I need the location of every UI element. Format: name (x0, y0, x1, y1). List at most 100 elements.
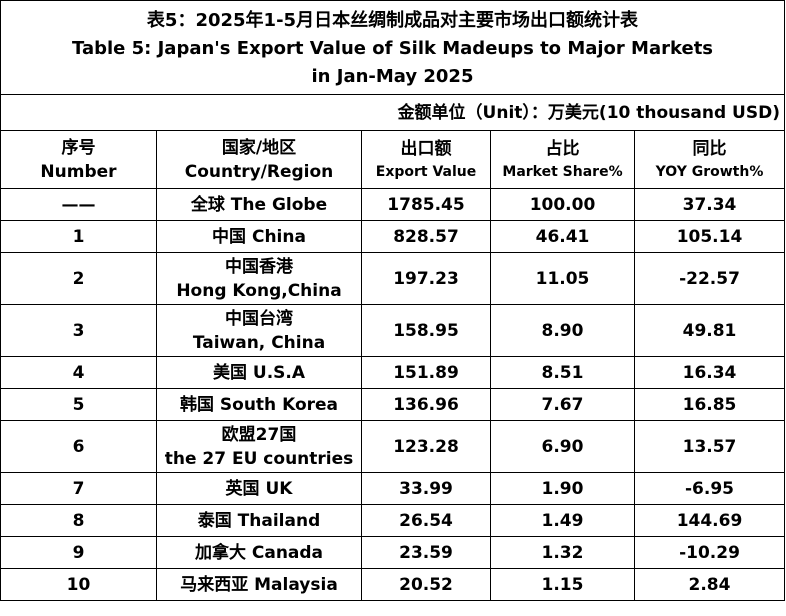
export-table: 表5：2025年1-5月日本丝绸制成品对主要市场出口额统计表 Table 5: … (0, 0, 785, 601)
row-yoy-growth: 2.84 (634, 568, 785, 601)
row-number: 5 (0, 388, 157, 421)
row-number: 4 (0, 356, 157, 389)
row-region-line2: Hong Kong,China (176, 280, 342, 301)
table-row: 4 美国 U.S.A 151.89 8.51 16.34 (0, 356, 785, 389)
table-row: 10 马来西亚 Malaysia 20.52 1.15 2.84 (0, 568, 785, 601)
header-share-zh: 占比 (545, 138, 580, 159)
title-zh: 表5：2025年1-5月日本丝绸制成品对主要市场出口额统计表 (146, 9, 639, 31)
row-export-value: 197.23 (361, 252, 491, 305)
row-market-share: 8.51 (490, 356, 635, 389)
row-export-value: 20.52 (361, 568, 491, 601)
row-export-value: 33.99 (361, 472, 491, 505)
row-yoy-growth: 16.85 (634, 388, 785, 421)
row-number: 9 (0, 536, 157, 569)
title-en-line1: Table 5: Japan's Export Value of Silk Ma… (71, 37, 714, 59)
row-number: 7 (0, 472, 157, 505)
table-title: 表5：2025年1-5月日本丝绸制成品对主要市场出口额统计表 Table 5: … (0, 0, 785, 95)
row-number: 2 (0, 252, 157, 305)
header-row: 序号 Number 国家/地区 Country/Region 出口额 Expor… (0, 130, 785, 189)
row-export-value: 151.89 (361, 356, 491, 389)
row-yoy-growth: 49.81 (634, 304, 785, 357)
row-region: 全球 The Globe (156, 188, 362, 221)
table-row: —— 全球 The Globe 1785.45 100.00 37.34 (0, 188, 785, 221)
row-region-line1: 加拿大 Canada (194, 542, 324, 563)
row-yoy-growth: 37.34 (634, 188, 785, 221)
row-yoy-growth: 13.57 (634, 420, 785, 473)
row-export-value: 1785.45 (361, 188, 491, 221)
row-region: 马来西亚 Malaysia (156, 568, 362, 601)
header-number-zh: 序号 (61, 137, 96, 158)
row-region-line1: 欧盟27国 (221, 424, 297, 445)
row-export-value: 136.96 (361, 388, 491, 421)
header-export-value: 出口额 Export Value (361, 130, 491, 189)
header-yoy-growth: 同比 YOY Growth% (634, 130, 785, 189)
table-row: 6 欧盟27国 the 27 EU countries 123.28 6.90 13.57 (0, 420, 785, 473)
row-region-line1: 韩国 South Korea (179, 394, 339, 415)
table-row: 2 中国香港 Hong Kong,China 197.23 11.05 -22.57 (0, 252, 785, 305)
row-region: 泰国 Thailand (156, 504, 362, 537)
row-yoy-growth: 16.34 (634, 356, 785, 389)
row-yoy-growth: -22.57 (634, 252, 785, 305)
header-value-zh: 出口额 (400, 138, 452, 159)
table-row: 8 泰国 Thailand 26.54 1.49 144.69 (0, 504, 785, 537)
header-number: 序号 Number (0, 130, 157, 189)
row-region-line1: 中国 China (212, 226, 306, 247)
row-market-share: 7.67 (490, 388, 635, 421)
row-region-line1: 泰国 Thailand (197, 510, 321, 531)
row-number: 6 (0, 420, 157, 473)
row-region: 加拿大 Canada (156, 536, 362, 569)
row-market-share: 1.32 (490, 536, 635, 569)
table-row: 7 英国 UK 33.99 1.90 -6.95 (0, 472, 785, 505)
row-number: 1 (0, 220, 157, 253)
table-row: 1 中国 China 828.57 46.41 105.14 (0, 220, 785, 253)
row-export-value: 23.59 (361, 536, 491, 569)
row-yoy-growth: 144.69 (634, 504, 785, 537)
row-region: 韩国 South Korea (156, 388, 362, 421)
row-export-value: 123.28 (361, 420, 491, 473)
row-market-share: 11.05 (490, 252, 635, 305)
row-yoy-growth: -10.29 (634, 536, 785, 569)
header-number-en: Number (40, 161, 117, 182)
row-region: 美国 U.S.A (156, 356, 362, 389)
row-number: 8 (0, 504, 157, 537)
row-region: 英国 UK (156, 472, 362, 505)
row-export-value: 158.95 (361, 304, 491, 357)
row-yoy-growth: -6.95 (634, 472, 785, 505)
row-market-share: 6.90 (490, 420, 635, 473)
header-yoy-zh: 同比 (692, 138, 727, 159)
row-region-line1: 美国 U.S.A (212, 362, 306, 383)
header-share-en: Market Share% (502, 163, 623, 180)
unit-label: 金额单位（Unit）：万美元(10 thousand USD) (0, 94, 785, 131)
header-region-en: Country/Region (184, 161, 334, 182)
row-market-share: 100.00 (490, 188, 635, 221)
row-export-value: 26.54 (361, 504, 491, 537)
row-region: 中国香港 Hong Kong,China (156, 252, 362, 305)
row-region-line2: the 27 EU countries (164, 448, 354, 469)
row-region-line1: 马来西亚 Malaysia (180, 574, 338, 595)
table-row: 3 中国台湾 Taiwan, China 158.95 8.90 49.81 (0, 304, 785, 357)
row-yoy-growth: 105.14 (634, 220, 785, 253)
header-value-en: Export Value (375, 163, 477, 180)
row-region: 中国台湾 Taiwan, China (156, 304, 362, 357)
row-market-share: 1.15 (490, 568, 635, 601)
header-yoy-en: YOY Growth% (655, 163, 764, 180)
row-region-line2: Taiwan, China (192, 332, 326, 353)
row-number: 3 (0, 304, 157, 357)
row-region: 中国 China (156, 220, 362, 253)
row-region-line1: 中国台湾 (225, 308, 293, 329)
header-region-zh: 国家/地区 (221, 137, 297, 158)
row-market-share: 46.41 (490, 220, 635, 253)
row-region: 欧盟27国 the 27 EU countries (156, 420, 362, 473)
row-region-line1: 英国 UK (225, 478, 293, 499)
title-en-line2: in Jan-May 2025 (311, 65, 474, 87)
row-number: —— (0, 188, 157, 221)
header-region: 国家/地区 Country/Region (156, 130, 362, 189)
row-market-share: 8.90 (490, 304, 635, 357)
table-row: 5 韩国 South Korea 136.96 7.67 16.85 (0, 388, 785, 421)
row-region-line1: 中国香港 (225, 256, 293, 277)
row-market-share: 1.90 (490, 472, 635, 505)
row-number: 10 (0, 568, 157, 601)
header-market-share: 占比 Market Share% (490, 130, 635, 189)
row-export-value: 828.57 (361, 220, 491, 253)
row-market-share: 1.49 (490, 504, 635, 537)
